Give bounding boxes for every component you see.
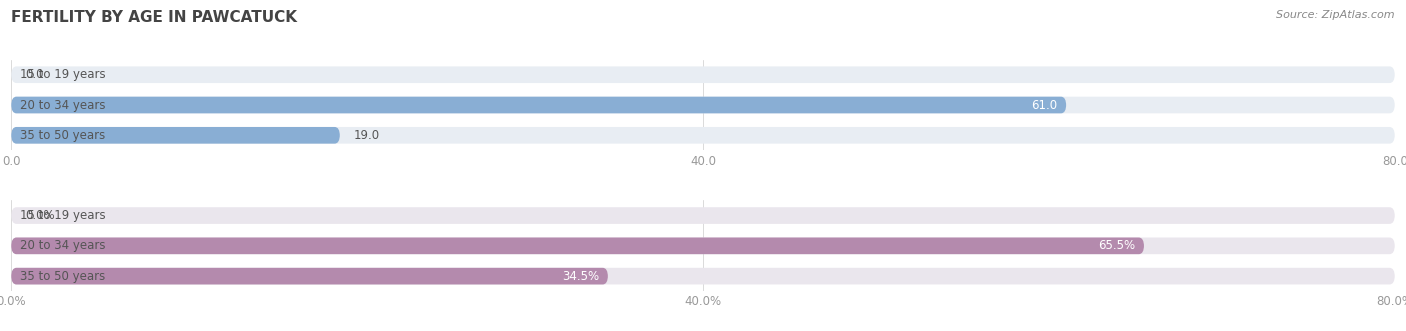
Text: 20 to 34 years: 20 to 34 years: [20, 99, 105, 112]
FancyBboxPatch shape: [11, 127, 1395, 144]
Text: FERTILITY BY AGE IN PAWCATUCK: FERTILITY BY AGE IN PAWCATUCK: [11, 10, 297, 25]
Text: 20 to 34 years: 20 to 34 years: [20, 239, 105, 252]
Text: 61.0: 61.0: [1032, 99, 1057, 112]
Text: 35 to 50 years: 35 to 50 years: [20, 129, 105, 142]
Text: 35 to 50 years: 35 to 50 years: [20, 270, 105, 283]
FancyBboxPatch shape: [11, 97, 1066, 113]
FancyBboxPatch shape: [11, 268, 1395, 284]
FancyBboxPatch shape: [11, 97, 1395, 113]
FancyBboxPatch shape: [11, 127, 340, 144]
Text: 34.5%: 34.5%: [562, 270, 599, 283]
Text: 0.0%: 0.0%: [25, 209, 55, 222]
FancyBboxPatch shape: [11, 67, 1395, 83]
FancyBboxPatch shape: [11, 207, 1395, 224]
Text: Source: ZipAtlas.com: Source: ZipAtlas.com: [1277, 10, 1395, 20]
FancyBboxPatch shape: [11, 238, 1144, 254]
Text: 15 to 19 years: 15 to 19 years: [20, 209, 105, 222]
Text: 15 to 19 years: 15 to 19 years: [20, 68, 105, 81]
Text: 19.0: 19.0: [354, 129, 380, 142]
FancyBboxPatch shape: [11, 268, 607, 284]
Text: 65.5%: 65.5%: [1098, 239, 1136, 252]
FancyBboxPatch shape: [11, 238, 1395, 254]
Text: 0.0: 0.0: [25, 68, 44, 81]
